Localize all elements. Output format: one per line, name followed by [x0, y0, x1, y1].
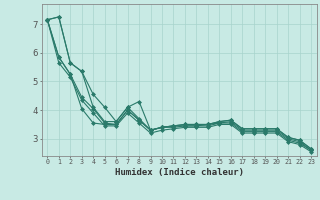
X-axis label: Humidex (Indice chaleur): Humidex (Indice chaleur): [115, 168, 244, 177]
